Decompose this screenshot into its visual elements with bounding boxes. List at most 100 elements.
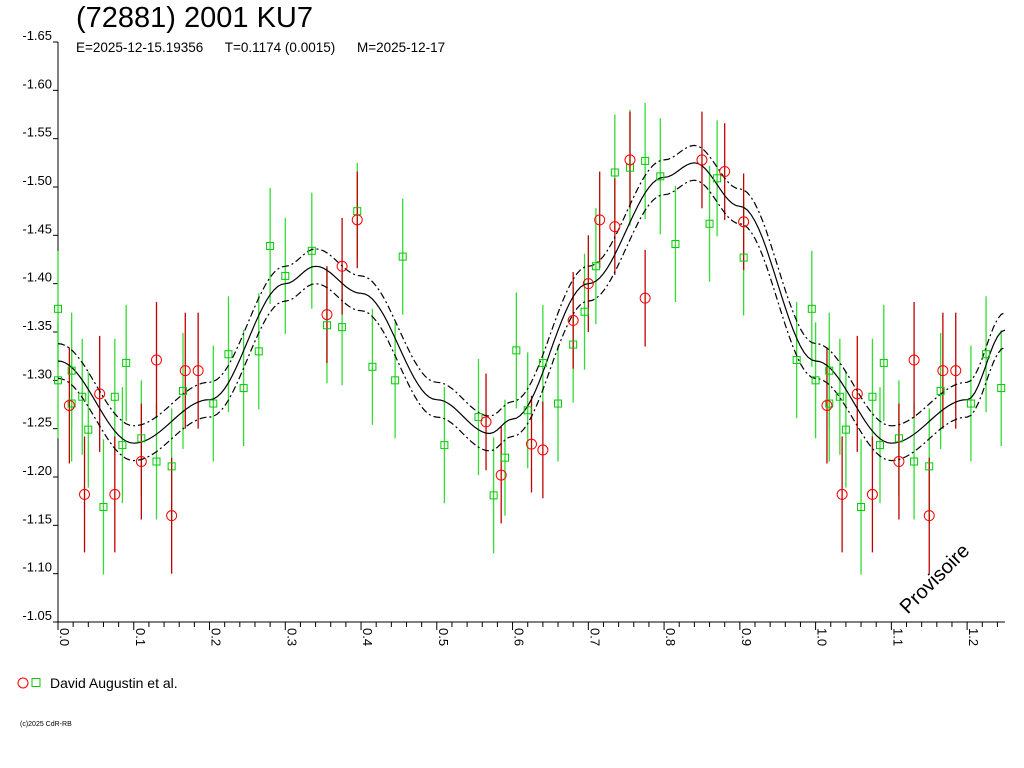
data-point-square [523,406,532,415]
data-point-circle [937,365,949,377]
data-point-square [67,399,76,408]
data-point-square [322,321,331,330]
data-point-circle [893,456,905,468]
data-point-square [67,366,76,375]
y-tick-label: -1.15 [22,511,52,526]
data-point-circle [94,388,106,400]
epoch-label: E=2025-12-15.19356 [76,40,204,55]
data-point-square [54,304,62,313]
y-tick-label: -1.30 [22,366,52,381]
y-tick-label: -1.50 [22,173,52,188]
x-tick-label: 0.1 [133,628,148,646]
x-tick-label: 0.3 [284,628,299,646]
data-point-circle [609,221,621,233]
data-point-square [391,376,400,385]
legend-markers-icon [17,677,41,689]
data-point-circle [537,444,549,456]
data-point-square [580,307,589,316]
data-point-circle [594,214,606,226]
data-point-square [591,262,600,271]
data-point-square [705,219,714,228]
data-point-square [179,386,188,395]
y-tick-label: -1.45 [22,221,52,236]
data-point-square [152,457,161,466]
data-point-square [966,399,975,408]
data-point-circle [582,278,594,290]
fit-curves [57,144,1006,462]
y-tick-label: -1.40 [22,270,52,285]
data-point-circle [109,488,121,500]
data-point-square [713,174,722,183]
data-point-circle [79,488,91,500]
data-point-square [739,253,748,262]
data-point-square [792,356,801,365]
data-point-square [398,252,407,261]
data-point-square [78,392,87,401]
data-point-circle [821,399,833,411]
x-tick-label: 0.7 [587,628,602,646]
data-point-square [167,462,176,471]
data-point-square [656,172,665,181]
data-point-circle [135,456,147,468]
data-point-square [489,491,498,500]
data-point-square [569,340,578,349]
data-point-square [910,457,919,466]
data-point-circle [866,488,878,500]
data-point-circle [495,469,507,481]
data-point-square [554,399,563,408]
x-tick-label: 0.2 [209,628,224,646]
data-point-square [610,168,619,177]
x-tick-label: 0.0 [57,628,72,646]
data-point-square [641,156,650,165]
data-point-square [875,441,884,450]
fit-curve [57,162,1006,444]
data-point-circle [321,309,333,321]
y-tick-label: -1.35 [22,318,52,333]
data-point-square [997,384,1006,393]
y-tick-label: -1.05 [22,608,52,623]
data-point-circle [696,154,708,166]
data-point-square [122,358,131,367]
data-point-circle [624,154,636,166]
x-tick-label: 0.6 [512,628,527,646]
x-tick-label: 0.9 [739,628,754,646]
data-point-square [307,246,316,255]
data-point-circle [351,214,363,226]
data-point-circle [63,399,75,411]
y-tick-label: -1.20 [22,463,52,478]
chart-subtitle: E=2025-12-15.19356 T=0.1174 (0.0015) M=2… [76,40,445,55]
data-point-square [625,163,634,172]
data-point-square [894,434,903,443]
data-point-circle [950,365,962,377]
data-point-square [281,271,290,280]
data-point-square [368,362,377,371]
copyright-text: (c)2025 CdR-RB [20,721,72,728]
data-point-square [99,502,108,511]
data-point-square [118,441,127,450]
data-point-circle [179,365,191,377]
data-point-circle [526,438,537,450]
data-point-square [338,323,347,332]
data-point-square [84,425,93,434]
data-point-circle [836,488,848,500]
data-point-square [807,304,816,313]
fit-upper-bound [57,144,1006,427]
data-point-circle [719,166,731,178]
y-tick-label: -1.10 [22,560,52,575]
data-point-circle [738,216,750,228]
data-points [54,154,1006,522]
legend: David Augustin et al. [16,675,178,691]
data-point-square [841,425,850,434]
data-point-circle [567,314,579,326]
data-point-square [440,441,449,450]
data-point-square [835,392,844,401]
data-point-square [825,399,834,408]
data-point-circle [851,388,863,400]
data-point-square [811,376,820,385]
data-point-circle [150,354,162,366]
measured-date-label: M=2025-12-17 [356,40,446,55]
data-point-square [254,347,263,356]
data-point-square [209,399,218,408]
x-tick-label: 1.1 [890,628,905,646]
